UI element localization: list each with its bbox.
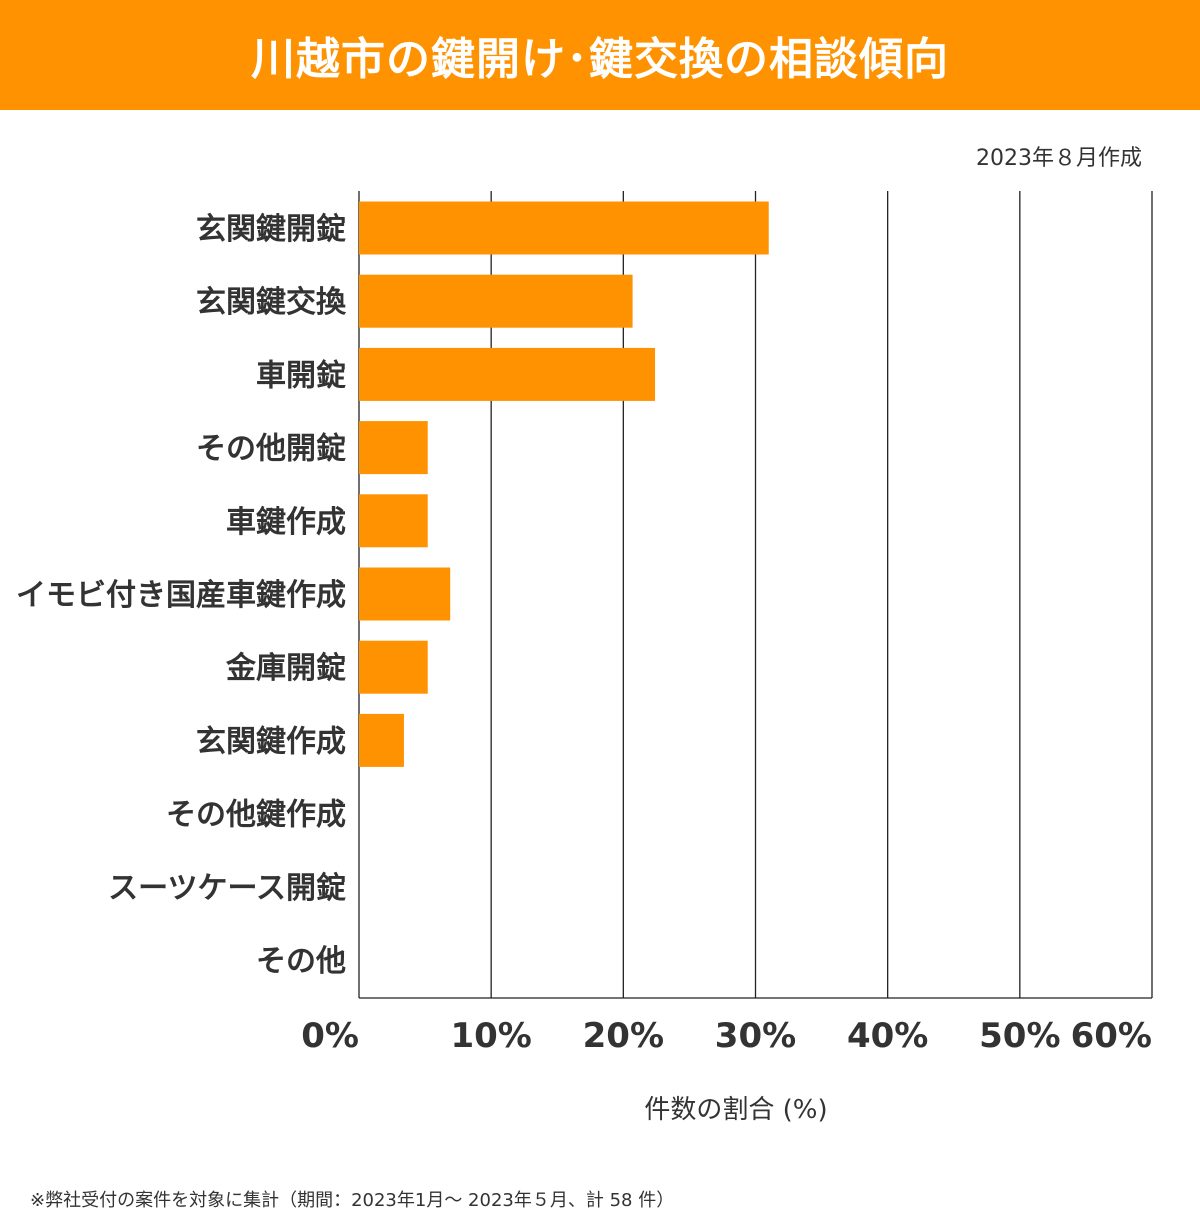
category-label: その他開錠 bbox=[196, 432, 346, 467]
footnote: ※弊社受付の案件を対象に集計（期間：2023年1月～ 2023年５月、計 58 … bbox=[30, 1190, 675, 1211]
category-label: その他 bbox=[256, 944, 346, 979]
category-label: 玄関鍵作成 bbox=[196, 724, 346, 759]
bar-chart: 玄関鍵開錠玄関鍵交換車開錠その他開錠車鍵作成イモビ付き国産車鍵作成金庫開錠玄関鍵… bbox=[16, 191, 1153, 1125]
title-banner: 川越市の鍵開け･鍵交換の相談傾向 bbox=[0, 0, 1200, 110]
bars bbox=[359, 201, 769, 767]
bar bbox=[359, 567, 451, 621]
bar bbox=[359, 274, 633, 328]
x-tick-label: 60% bbox=[1071, 1016, 1152, 1056]
bar bbox=[359, 713, 404, 767]
category-label: 玄関鍵交換 bbox=[196, 285, 347, 320]
bar bbox=[359, 421, 428, 475]
category-labels: 玄関鍵開錠玄関鍵交換車開錠その他開錠車鍵作成イモビ付き国産車鍵作成金庫開錠玄関鍵… bbox=[16, 212, 347, 979]
bar bbox=[359, 201, 769, 255]
x-tick-label: 10% bbox=[450, 1016, 531, 1056]
category-label: その他鍵作成 bbox=[166, 798, 346, 833]
x-tick-label: 40% bbox=[847, 1016, 928, 1056]
category-label: 金庫開錠 bbox=[225, 651, 346, 686]
category-label: イモビ付き国産車鍵作成 bbox=[16, 578, 346, 613]
category-label: 車開錠 bbox=[256, 358, 346, 393]
bar bbox=[359, 347, 656, 401]
bar bbox=[359, 494, 428, 548]
x-tick-label: 0% bbox=[301, 1016, 359, 1056]
x-tick-label: 20% bbox=[583, 1016, 664, 1056]
bar bbox=[359, 640, 428, 694]
x-tick-label: 50% bbox=[979, 1016, 1060, 1056]
category-label: スーツケース開錠 bbox=[108, 871, 346, 906]
category-label: 玄関鍵開錠 bbox=[196, 212, 346, 247]
created-date: 2023年８月作成 bbox=[976, 146, 1142, 171]
chart-title: 川越市の鍵開け･鍵交換の相談傾向 bbox=[251, 34, 949, 85]
category-label: 車鍵作成 bbox=[226, 505, 346, 540]
x-tick-labels: 0% 10% 20% 30% 40% 50% 60% bbox=[301, 1016, 1152, 1056]
x-axis-label: 件数の割合 (%) bbox=[644, 1095, 827, 1125]
x-tick-label: 30% bbox=[715, 1016, 796, 1056]
